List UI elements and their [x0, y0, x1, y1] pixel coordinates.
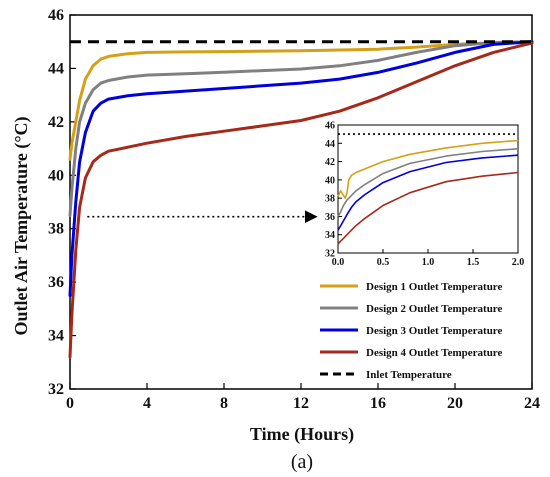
- inset-y-tick-label: 38: [325, 194, 335, 205]
- y-tick-label: 40: [48, 167, 64, 184]
- x-tick-label: 0: [66, 395, 74, 412]
- y-tick-label: 38: [48, 221, 64, 238]
- legend-label-1: Design 1 Outlet Temperature: [366, 281, 502, 293]
- y-axis-label: Outlet Air Temperature (°C): [11, 116, 32, 335]
- inset-y-tick-label: 36: [325, 212, 335, 223]
- y-tick-label: 46: [48, 7, 64, 24]
- inset-series-line-4: [337, 171, 519, 245]
- y-tick-label: 34: [48, 328, 64, 345]
- legend-label-3: Design 3 Outlet Temperature: [366, 325, 502, 337]
- inset-plot: 0.0 0.5 1.0 1.5 2.0 32 34 36 38 40 42 44 46: [325, 121, 524, 269]
- series-line-2: [68, 40, 534, 217]
- x-axis-label: Time (Hours): [250, 424, 354, 445]
- series-line-4: [68, 41, 534, 359]
- inset-y-tick-label: 42: [325, 157, 335, 168]
- inset-y-tick-label: 32: [325, 249, 335, 260]
- x-tick-label: 4: [143, 395, 151, 412]
- x-tick-label: 12: [293, 395, 309, 412]
- x-tick-label: 16: [370, 395, 386, 412]
- x-tick-label: 24: [524, 395, 540, 412]
- inset-plot-frame: [337, 124, 519, 254]
- series-line-3: [68, 40, 534, 297]
- x-tick-label: 8: [220, 395, 228, 412]
- inset-series-line-2: [337, 148, 519, 217]
- inset-x-tick-label: 1.5: [467, 257, 480, 268]
- inset-y-tick-label: 44: [325, 139, 335, 150]
- y-tick-label: 44: [48, 60, 64, 77]
- main-plot: 0 4 8 12 16 20 24 32 34 36 38 40 42 44 46: [48, 7, 540, 412]
- inset-x-tick-label: 1.0: [422, 257, 435, 268]
- legend: Design 1 Outlet Temperature Design 2 Outl…: [320, 281, 502, 381]
- inset-y-tick-label: 40: [325, 175, 335, 186]
- y-tick-label: 36: [48, 274, 64, 291]
- inset-y-tick-label: 46: [325, 121, 335, 132]
- y-tick-label: 42: [48, 114, 64, 131]
- legend-label-4: Design 4 Outlet Temperature: [366, 347, 502, 359]
- y-tick-label: 32: [48, 381, 64, 398]
- series-line-1: [68, 40, 534, 161]
- inset-y-tick-label: 34: [325, 230, 335, 241]
- inset-series-line-1: [337, 139, 519, 199]
- inset-x-tick-label: 0.0: [332, 257, 345, 268]
- figure-caption: (a): [291, 451, 313, 473]
- inset-x-tick-label: 0.5: [377, 257, 390, 268]
- inset-series-line-3: [337, 154, 519, 231]
- legend-label-5: Inlet Temperature: [366, 369, 452, 381]
- x-tick-label: 20: [447, 395, 463, 412]
- inset-x-tick-label: 2.0: [512, 257, 525, 268]
- legend-label-2: Design 2 Outlet Temperature: [366, 303, 502, 315]
